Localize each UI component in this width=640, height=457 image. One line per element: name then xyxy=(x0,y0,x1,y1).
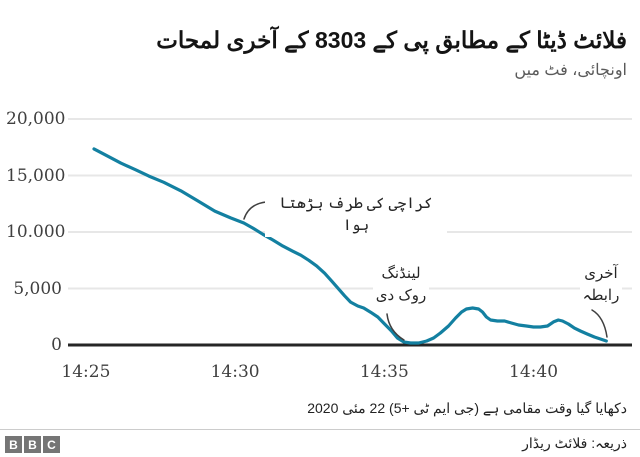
annotation-arrow-karachi xyxy=(243,201,267,220)
chart-subtitle: اونچائی، فٹ میں xyxy=(514,62,627,79)
annotation-landing-aborted-line2: روک دی xyxy=(372,285,430,307)
page-title: فلائٹ ڈیٹا کے مطابق پی کے 8303 کے آخری ل… xyxy=(156,27,627,54)
bbc-logo-block-b2: B xyxy=(24,436,41,453)
source-credit: ذریعہ: فلائٹ ریڈار xyxy=(522,435,627,451)
annotation-landing-aborted: لینڈنگ روک دی xyxy=(358,263,444,307)
annotation-arrow-last-contact xyxy=(591,309,608,338)
annotation-last-contact-line1: آخری xyxy=(581,263,621,285)
annotation-toward-karachi: کراچی کی طرف بڑھتا ہوا xyxy=(265,193,447,237)
bbc-logo-block-c: C xyxy=(43,436,60,453)
bbc-logo: B B C xyxy=(5,436,60,453)
altitude-line-series xyxy=(92,147,608,345)
annotation-landing-aborted-line1: لینڈنگ xyxy=(378,263,424,285)
annotation-toward-karachi-text: کراچی کی طرف بڑھتا ہوا xyxy=(265,193,447,237)
annotation-last-contact-line2: رابطہ xyxy=(579,285,623,307)
timezone-note: دکھایا گیا وقت مقامی ہے (جی ایم ٹی +5) 2… xyxy=(307,400,627,416)
annotation-arrow-landing-aborted xyxy=(386,313,405,341)
footer-divider xyxy=(0,429,640,430)
bbc-logo-block-b1: B xyxy=(5,436,22,453)
annotation-last-contact: آخری رابطہ xyxy=(558,263,640,307)
